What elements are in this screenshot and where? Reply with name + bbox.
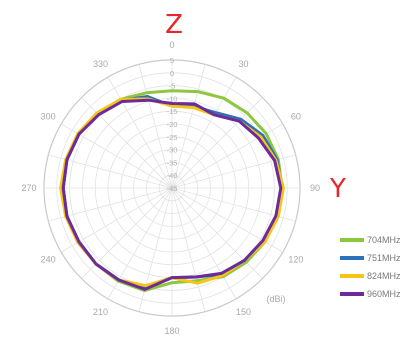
z-axis-label: Z [165,10,183,40]
series-line-960MHz [61,98,283,291]
angle-tick-label: 240 [41,255,56,265]
radial-tick-label: -25 [167,133,178,142]
unit-label: (dBi) [266,294,285,304]
series-layer [59,89,285,293]
grid-spoke [138,187,173,312]
grid-spoke [171,187,263,279]
angle-tick-label: 60 [291,112,301,122]
radial-tick-label: 0 [170,69,174,78]
grid-spoke [171,187,237,300]
y-axis-label: Y [329,174,346,204]
legend: 704MHz 751MHz 824MHz 960MHz [340,235,401,299]
angle-tick-label: 270 [21,183,36,193]
grid-spoke [138,64,173,189]
angle-tick-label: 0 [169,40,174,50]
radial-tick-label: -35 [167,158,178,167]
angle-tick-label: 180 [164,326,179,336]
radial-tick-label: -45 [167,184,178,193]
legend-label: 751MHz [367,253,401,263]
radial-tick-label: -40 [167,171,178,180]
grid-spoke [171,187,206,312]
grid-spoke [107,76,173,189]
angle-tick-label: 120 [288,255,303,265]
grid-spoke [48,187,173,222]
grid-spoke [171,64,206,189]
grid-spoke [171,123,284,189]
grid-spoke [48,154,173,189]
angle-tick-label: 150 [236,307,251,317]
angle-tick-label: 90 [310,183,320,193]
angle-tick-label: 30 [238,59,248,69]
angle-tick-label: 300 [41,112,56,122]
angle-tick-label: 210 [93,307,108,317]
radial-tick-label: -20 [167,120,178,129]
radial-tick-label: -5 [169,82,176,91]
radial-tick-label: -15 [167,107,178,116]
radial-tick-labels: 5 0 -5 -10 -15 -20 -25 -30 -35 -40 -45 [167,56,178,193]
legend-label: 704MHz [367,235,401,245]
legend-label: 960MHz [367,289,401,299]
legend-label: 824MHz [367,271,401,281]
angle-tick-labels: 0 30 60 90 120 150 180 210 240 270 300 330 [21,40,320,336]
radial-tick-label: -30 [167,146,178,155]
radial-tick-label: -10 [167,94,178,103]
angle-tick-label: 330 [93,59,108,69]
radial-tick-label: 5 [170,56,174,65]
grid-spoke [171,76,237,189]
